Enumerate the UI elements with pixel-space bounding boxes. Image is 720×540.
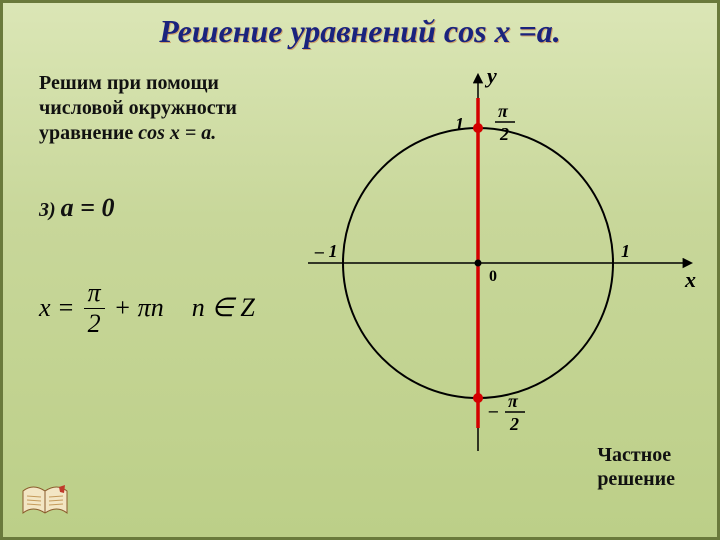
label-one-top: 1 xyxy=(455,114,464,134)
solution-formula: x = π 2 + πn n ∈ Z xyxy=(39,273,255,343)
intro-line1: Решим при помощи xyxy=(39,72,219,94)
angle-bot-den: 2 xyxy=(509,414,519,434)
book-icon xyxy=(21,483,69,519)
frac-den: 2 xyxy=(84,311,105,337)
case-prefix: 3) xyxy=(39,199,61,221)
point-bottom xyxy=(473,393,483,403)
origin-label: 0 xyxy=(489,268,497,285)
x-axis-label: x xyxy=(684,267,696,292)
intro-text: Решим при помощи числовой окружности ура… xyxy=(39,71,319,146)
slide: { "title": { "text": "Решение уравнений … xyxy=(0,0,720,540)
label-neg1: – 1 xyxy=(314,241,338,261)
y-axis-label: y xyxy=(484,63,497,88)
intro-line3-em: cos x = a. xyxy=(138,122,216,144)
frac-pi-over-2: π 2 xyxy=(84,280,105,337)
label-pos1: 1 xyxy=(621,241,630,261)
formula-lhs: x = π 2 + πn xyxy=(39,280,164,337)
case-body: a = 0 xyxy=(61,193,115,222)
center-point xyxy=(475,260,482,267)
angle-top-den: 2 xyxy=(499,124,509,144)
unit-circle-diagram: x y 0 1 – 1 1 π 2 – π 2 xyxy=(303,63,703,463)
angle-top-num: π xyxy=(498,101,509,121)
intro-line3-pre: уравнение xyxy=(39,122,138,144)
page-title: Решение уравнений cos x =a. xyxy=(3,13,717,50)
angle-bot-num: π xyxy=(508,391,519,411)
x-eq: x = xyxy=(39,293,75,323)
frac-num: π xyxy=(84,280,105,306)
case-label: 3) a = 0 xyxy=(39,193,115,223)
plus-pi-n: + πn xyxy=(114,293,164,323)
point-top xyxy=(473,123,483,133)
formula-domain: n ∈ Z xyxy=(192,293,255,323)
subtitle-l2: решение xyxy=(597,468,675,490)
angle-bot-prefix: – xyxy=(488,400,498,420)
intro-line2: числовой окружности xyxy=(39,97,237,119)
angle-top: π 2 xyxy=(495,101,515,144)
